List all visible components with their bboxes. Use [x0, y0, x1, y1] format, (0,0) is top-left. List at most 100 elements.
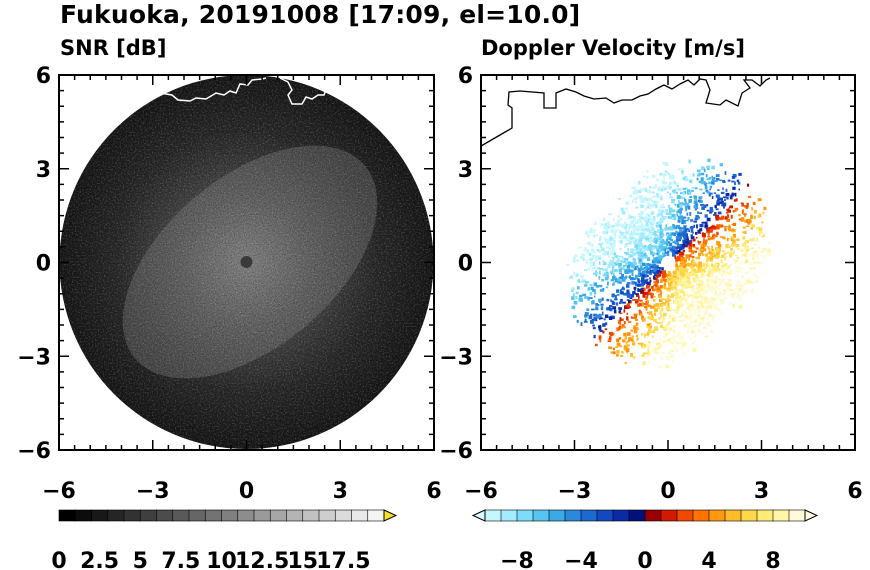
doppler-echo-pixel: [579, 298, 583, 302]
doppler-ytick-label: 6: [458, 64, 473, 89]
doppler-echo-pixel: [621, 255, 624, 260]
doppler-echo-pixel: [598, 243, 603, 246]
doppler-echo-pixel: [658, 223, 662, 228]
doppler-echo-pixel: [726, 251, 730, 254]
doppler-echo-pixel: [615, 263, 618, 266]
doppler-echo-pixel: [626, 218, 629, 220]
doppler-echo-pixel: [647, 214, 651, 217]
doppler-echo-pixel: [735, 198, 738, 202]
doppler-echo-pixel: [609, 333, 613, 336]
doppler-echo-pixel: [702, 192, 705, 194]
doppler-echo-pixel: [654, 201, 659, 204]
doppler-echo-pixel: [718, 272, 721, 274]
doppler-echo-pixel: [672, 251, 675, 255]
doppler-echo-pixel: [616, 342, 621, 347]
doppler-echo-pixel: [643, 245, 647, 248]
doppler-echo-pixel: [611, 293, 615, 298]
doppler-echo-pixel: [705, 318, 709, 321]
doppler-echo-pixel: [667, 330, 671, 335]
doppler-echo-pixel: [668, 246, 672, 249]
doppler-echo-pixel: [630, 277, 634, 281]
doppler-echo-pixel: [732, 303, 735, 308]
doppler-echo-pixel: [729, 263, 732, 267]
doppler-echo-pixel: [745, 225, 750, 228]
doppler-echo-pixel: [670, 354, 675, 358]
doppler-echo-pixel: [731, 180, 735, 183]
doppler-echo-pixel: [688, 254, 691, 258]
doppler-echo-pixel: [647, 351, 651, 355]
doppler-echo-pixel: [684, 175, 688, 178]
doppler-echo-pixel: [672, 191, 676, 194]
doppler-echo-pixel: [710, 280, 714, 283]
doppler-echo-pixel: [675, 230, 678, 234]
doppler-echo-pixel: [595, 272, 598, 275]
doppler-echo-pixel: [696, 216, 700, 219]
doppler-echo-pixel: [725, 282, 729, 286]
doppler-echo-pixel: [664, 240, 667, 245]
doppler-echo-pixel: [645, 305, 648, 310]
doppler-echo-pixel: [629, 306, 632, 308]
doppler-echo-pixel: [619, 223, 623, 226]
doppler-echo-pixel: [711, 195, 714, 199]
doppler-echo-pixel: [636, 251, 639, 254]
doppler-echo-pixel: [674, 299, 678, 303]
doppler-echo-pixel: [616, 220, 621, 223]
doppler-echo-pixel: [726, 237, 729, 242]
doppler-echo-pixel: [637, 288, 641, 292]
doppler-echo-pixel: [654, 282, 657, 285]
doppler-echo-pixel: [736, 238, 740, 241]
doppler-echo-pixel: [610, 279, 614, 282]
doppler-echo-pixel: [661, 233, 665, 237]
snr-xtick-label: 6: [426, 479, 441, 504]
doppler-echo-pixel: [719, 179, 722, 182]
doppler-echo-pixel: [682, 249, 685, 253]
doppler-echo-pixel: [637, 245, 641, 250]
doppler-echo-pixel: [646, 311, 649, 314]
doppler-echo-pixel: [685, 317, 690, 320]
doppler-echo-pixel: [681, 172, 684, 175]
doppler-echo-pixel: [674, 345, 676, 348]
doppler-echo-pixel: [678, 336, 683, 340]
doppler-echo-pixel: [626, 312, 628, 315]
doppler-echo-pixel: [664, 253, 667, 256]
doppler-echo-pixel: [705, 299, 708, 302]
doppler-echo-pixel: [701, 268, 705, 273]
doppler-echo-pixel: [628, 253, 630, 258]
doppler-echo-pixel: [649, 226, 653, 231]
doppler-echo-pixel: [760, 231, 763, 234]
doppler-echo-pixel: [660, 314, 662, 318]
doppler-echo-pixel: [639, 203, 644, 206]
doppler-echo-pixel: [584, 314, 588, 318]
doppler-echo-pixel: [684, 291, 688, 294]
snr-colorbar-swatch: [351, 509, 369, 522]
doppler-echo-pixel: [637, 218, 641, 221]
doppler-echo-pixel: [653, 284, 657, 287]
doppler-echo-pixel: [680, 192, 683, 195]
doppler-echo-pixel: [600, 303, 604, 306]
doppler-echo-pixel: [647, 267, 651, 271]
doppler-echo-pixel: [715, 218, 719, 221]
doppler-echo-pixel: [663, 173, 667, 176]
doppler-echo-pixel: [584, 247, 587, 250]
doppler-echo-pixel: [700, 250, 703, 254]
doppler-echo-pixel: [699, 188, 703, 191]
doppler-echo-pixel: [682, 319, 685, 323]
doppler-echo-pixel: [716, 202, 720, 206]
doppler-echo-pixel: [604, 328, 608, 331]
doppler-echo-pixel: [676, 271, 680, 275]
doppler-echo-pixel: [665, 307, 668, 310]
doppler-echo-pixel: [725, 272, 730, 275]
doppler-echo-pixel: [730, 251, 733, 254]
doppler-echo-pixel: [653, 260, 657, 263]
doppler-echo-pixel: [727, 207, 730, 210]
doppler-echo-pixel: [645, 296, 648, 300]
doppler-echo-pixel: [733, 210, 735, 213]
doppler-echo-pixel: [723, 205, 725, 209]
doppler-echo-pixel: [573, 271, 575, 275]
doppler-echo-pixel: [667, 304, 670, 308]
doppler-echo-pixel: [658, 237, 662, 240]
doppler-echo-pixel: [630, 352, 633, 357]
doppler-echo-pixel: [740, 285, 743, 287]
doppler-echo-pixel: [736, 292, 740, 296]
doppler-echo-pixel: [719, 163, 723, 167]
